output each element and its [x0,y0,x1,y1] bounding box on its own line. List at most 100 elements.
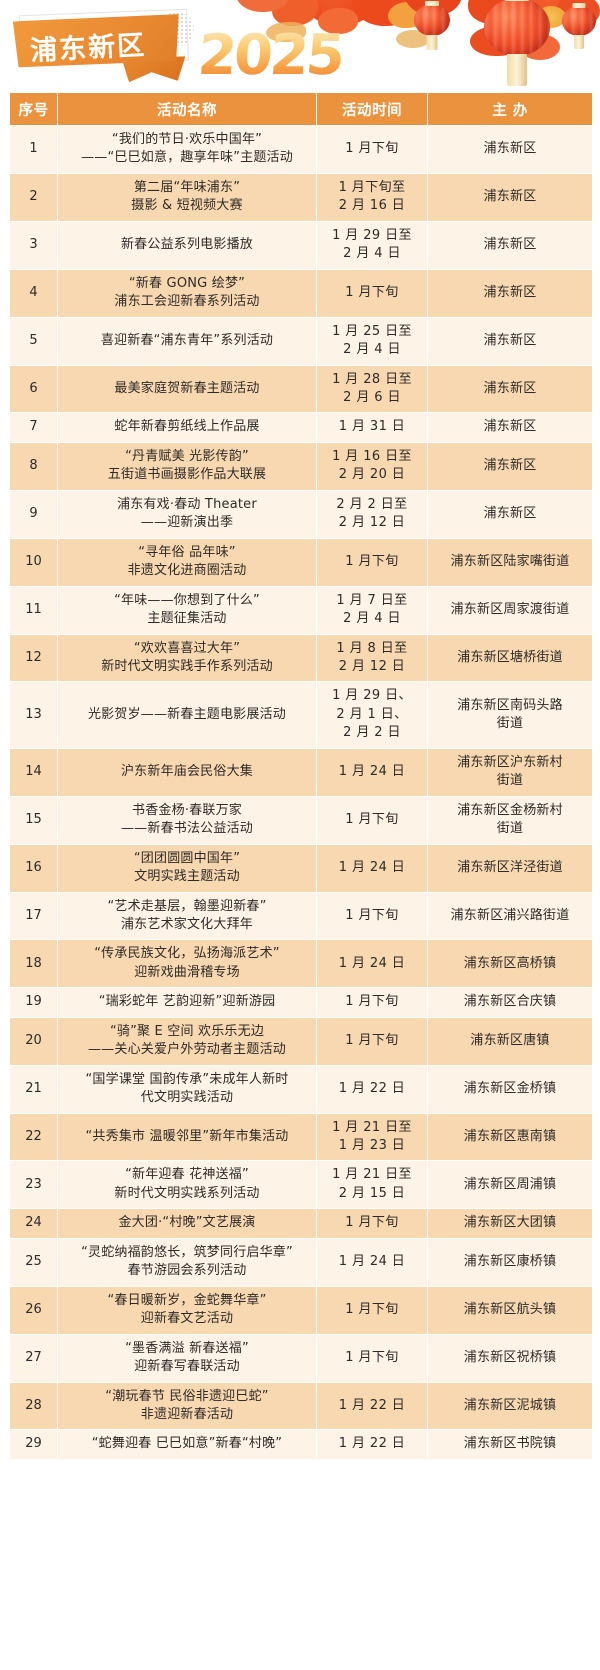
cell-activity-time: 1 月 22 日 [317,1382,427,1430]
activity-name-line: ——关心关爱户外劳动者主题活动 [87,1042,286,1058]
cell-activity-name: 第二届“年味浦东” 摄影 & 短视频大赛 [58,173,316,221]
cell-organizer: 浦东新区 [428,221,592,269]
cell-activity-name: “春日暖新岁，金蛇舞华章” 迎新春文艺活动 [58,1286,316,1334]
cell-activity-name: 新春公益系列电影播放 [58,221,316,269]
cell-organizer: 浦东新区南码头路 街道 [428,682,592,748]
blossom-icon [352,0,414,26]
blossom-center-icon [536,6,566,28]
blossom-icon [236,0,290,12]
table-row: 23 “新年迎春 花神送福” 新时代文明实践系列活动 1 月 21 日至 2 月 15… [10,1161,592,1209]
cell-activity-name: 沪东新年庙会民俗大集 [58,748,316,796]
cell-activity-name: “国学课堂 国韵传承”未成年人新时 代文明实践活动 [58,1065,316,1113]
cell-activity-name: 浦东有戏·春动 Theater ——迎新演出季 [58,490,316,538]
activity-name-line: “骑”聚 E 空间 欢乐乐无边 [109,1023,265,1039]
activity-name-line: “团团圆圆中国年” [133,850,241,866]
cell-activity-time: 1 月下旬 [317,269,427,317]
cell-activity-name: “蛇舞迎春 巳巳如意”新春“村晚” [58,1430,316,1459]
cell-organizer: 浦东新区 [428,126,592,173]
cell-activity-time: 1 月 8 日至 2 月 12 日 [317,634,427,682]
cell-organizer: 浦东新区 [428,442,592,490]
activity-name-line: 沪东新年庙会民俗大集 [120,764,253,779]
activity-name-line: 新春公益系列电影播放 [120,237,253,253]
activity-name-line: “新年迎春 花神送福” [125,1167,249,1183]
cell-activity-time: 1 月 25 日至 2 月 4 日 [317,317,427,365]
table-row: 4 “新春 GONG 绘梦” 浦东工会迎新春系列活动 1 月下旬 浦东新区 [10,269,592,317]
cell-activity-name: 蛇年新春剪纸线上作品展 [58,413,316,442]
activity-name-line: ——“巳巳如意，趣享年味”主题活动 [81,150,293,166]
table-row: 27 “墨香满溢 新春送福” 迎新春写春联活动 1 月下旬 浦东新区祝桥镇 [10,1334,592,1382]
cell-sequence-number: 12 [10,634,57,682]
cell-organizer: 浦东新区 [428,269,592,317]
activity-name-line: “我们的节日·欢乐中国年” [111,132,263,147]
cell-organizer: 浦东新区陆家嘴街道 [428,538,592,586]
activity-name-line: 新时代文明实践系列活动 [114,1185,260,1201]
lantern-icon [562,3,596,54]
activity-name-line: 浦东有戏·春动 Theater [117,496,257,512]
table-row: 3 新春公益系列电影播放 1 月 29 日至 2 月 4 日浦东新区 [10,221,592,269]
cell-activity-name: “潮玩春节 民俗非遗迎巳蛇” 非遗迎新春活动 [58,1382,316,1430]
cell-activity-time: 1 月下旬 [317,988,427,1017]
cell-activity-name: 光影贺岁——新春主题电影展活动 [58,682,316,748]
cell-activity-time: 1 月下旬 [317,1209,427,1238]
activity-name-line: “瑞彩蛇年 艺韵迎新”迎新游园 [98,994,276,1010]
cell-organizer: 浦东新区 [428,173,592,221]
activity-name-line: “传承民族文化，弘扬海派艺术” [94,946,280,962]
cell-activity-name: “骑”聚 E 空间 欢乐乐无边 ——关心关爱户外劳动者主题活动 [58,1017,316,1065]
cell-activity-name: 金大团·“村晚”文艺展演 [58,1209,316,1238]
cell-organizer: 浦东新区 [428,413,592,442]
cell-sequence-number: 16 [10,844,57,892]
table-row: 29 “蛇舞迎春 巳巳如意”新春“村晚” 1 月 22 日浦东新区书院镇 [10,1430,592,1459]
blossom-icon [556,0,600,28]
table-row: 13 光影贺岁——新春主题电影展活动 1 月 29 日、 2 月 1 日、 2 月 … [10,682,592,748]
cell-activity-name: “瑞彩蛇年 艺韵迎新”迎新游园 [58,988,316,1017]
cell-organizer: 浦东新区书院镇 [428,1430,592,1459]
activity-name-line: “灵蛇纳福韵悠长，筑梦同行启华章” [81,1244,293,1260]
column-header-time: 活动时间 [317,93,427,125]
cell-activity-name: “传承民族文化，弘扬海派艺术” 迎新戏曲滑稽专场 [58,940,316,988]
cell-activity-time: 1 月下旬 [317,1334,427,1382]
table-row: 14 沪东新年庙会民俗大集 1 月 24 日浦东新区沪东新村 街道 [10,748,592,796]
table-row: 16 “团团圆圆中国年” 文明实践主题活动 1 月 24 日浦东新区洋泾街道 [10,844,592,892]
cell-activity-time: 2 月 2 日至 2 月 12 日 [317,490,427,538]
table-row: 19 “瑞彩蛇年 艺韵迎新”迎新游园 1 月下旬 浦东新区合庆镇 [10,988,592,1017]
cell-activity-name: 最美家庭贺新春主题活动 [58,365,316,413]
cell-sequence-number: 28 [10,1382,57,1430]
cell-sequence-number: 15 [10,796,57,844]
table-row: 15 书香金杨·春联万家 ——新春书法公益活动 1 月下旬 浦东新区金杨新村 街道 [10,796,592,844]
district-badge: 浦东新区 [14,8,194,86]
cell-sequence-number: 6 [10,365,57,413]
cell-sequence-number: 27 [10,1334,57,1382]
cell-sequence-number: 13 [10,682,57,748]
table-row: 18 “传承民族文化，弘扬海派艺术” 迎新戏曲滑稽专场 1 月 24 日浦东新区高桥镇 [10,940,592,988]
table-body: 1 “我们的节日·欢乐中国年” ——“巳巳如意，趣享年味”主题活动 1 月下旬 浦东新区… [10,126,592,1459]
table-row: 22 “共秀集市 温暖邻里”新年市集活动 1 月 21 日至 1 月 23 日浦东新… [10,1113,592,1161]
cell-organizer: 浦东新区金桥镇 [428,1065,592,1113]
table-row: 24 金大团·“村晚”文艺展演 1 月下旬 浦东新区大团镇 [10,1209,592,1238]
cell-organizer: 浦东新区唐镇 [428,1017,592,1065]
cell-sequence-number: 2 [10,173,57,221]
table-row: 2 第二届“年味浦东” 摄影 & 短视频大赛 1 月下旬至 2 月 16 日浦东新区 [10,173,592,221]
table-row: 1 “我们的节日·欢乐中国年” ——“巳巳如意，趣享年味”主题活动 1 月下旬 浦东新区 [10,126,592,173]
activity-name-line: 浦东艺术家文化大拜年 [120,916,253,932]
cell-sequence-number: 21 [10,1065,57,1113]
cell-activity-name: “新年迎春 花神送福” 新时代文明实践系列活动 [58,1161,316,1209]
cell-activity-time: 1 月下旬 [317,1286,427,1334]
cell-sequence-number: 7 [10,413,57,442]
table-row: 12 “欢欢喜喜过大年” 新时代文明实践手作系列活动 1 月 8 日至 2 月 12 … [10,634,592,682]
cell-organizer: 浦东新区 [428,490,592,538]
activity-name-line: 非遗迎新春活动 [140,1407,234,1423]
cell-activity-time: 1 月 24 日 [317,940,427,988]
year-2025-label: 2025 [195,23,345,88]
activity-name-line: 春节游园会系列活动 [127,1263,247,1279]
cell-organizer: 浦东新区惠南镇 [428,1113,592,1161]
cell-activity-time: 1 月 29 日至 2 月 4 日 [317,221,427,269]
activity-name-line: 五街道书画摄影作品大联展 [107,467,267,483]
table-row: 9 浦东有戏·春动 Theater ——迎新演出季 2 月 2 日至 2 月 12 日… [10,490,592,538]
cell-activity-time: 1 月下旬至 2 月 16 日 [317,173,427,221]
table-row: 5 喜迎新春“浦东青年”系列活动 1 月 25 日至 2 月 4 日浦东新区 [10,317,592,365]
cell-activity-time: 1 月 24 日 [317,1238,427,1286]
cell-sequence-number: 11 [10,586,57,634]
schedule-table: 序号 活动名称 活动时间 主 办 1 “我们的节日·欢乐中国年” ——“巳巳如意，趣… [9,92,593,1460]
column-header-org: 主 办 [428,93,592,125]
table-header-row: 序号 活动名称 活动时间 主 办 [10,93,592,125]
